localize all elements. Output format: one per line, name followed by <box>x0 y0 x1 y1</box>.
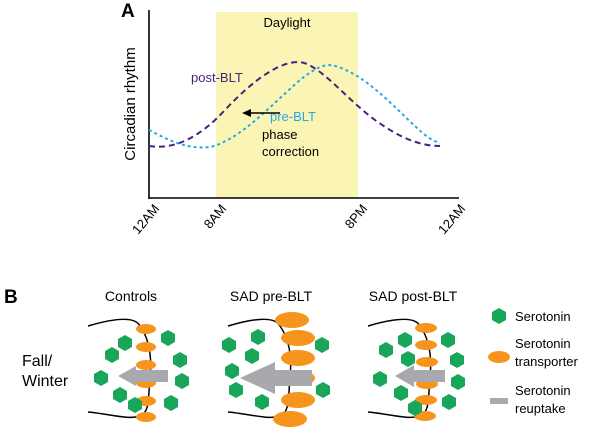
reuptake-arrow <box>118 366 168 386</box>
serotonin-transporter <box>273 411 307 427</box>
serotonin-molecule <box>394 385 408 401</box>
serotonin-molecule <box>175 373 189 389</box>
post-blt-label: post-BLT <box>191 70 243 85</box>
serotonin-molecule <box>245 348 259 364</box>
x-tick-label: 12AM <box>435 201 468 237</box>
serotonin-transporter <box>415 340 437 350</box>
serotonin-group <box>222 329 330 410</box>
pre-blt-label: pre-BLT <box>270 109 316 124</box>
serotonin-transporter <box>281 392 315 408</box>
post-blt-curve <box>148 60 441 148</box>
y-axis-label: Circadian rhythm <box>122 47 139 160</box>
serotonin-molecule <box>373 371 387 387</box>
reuptake-arrow <box>240 362 312 394</box>
serotonin-molecule <box>128 397 142 413</box>
legend-reuptake-label-1: Serotonin <box>515 383 571 398</box>
cell-sad-pre-blt <box>222 312 330 427</box>
panel-a-label: A <box>121 1 135 22</box>
serotonin-group <box>373 332 465 416</box>
legend-reuptake-label-2: reuptake <box>515 401 566 416</box>
serotonin-molecule <box>401 351 415 367</box>
legend-transporter-label-2: transporter <box>515 354 579 369</box>
panel-a: Daylight post-BLT pre-BLT phase correcti… <box>121 1 468 237</box>
serotonin-molecule <box>161 330 175 346</box>
row-label-winter: Winter <box>22 373 69 390</box>
serotonin-molecule <box>222 337 236 353</box>
column-title-controls: Controls <box>105 288 157 304</box>
serotonin-molecule <box>251 329 265 345</box>
cell-controls <box>87 318 189 422</box>
x-tick-label: 8AM <box>201 201 230 231</box>
serotonin-molecule <box>164 395 178 411</box>
panel-b: B Controls SAD pre-BLT SAD post-BLT Fall… <box>4 287 579 427</box>
serotonin-molecule <box>408 400 422 416</box>
serotonin-molecule <box>225 363 239 379</box>
legend-transporter-label-1: Serotonin <box>515 336 571 351</box>
row-label-fall: Fall/ <box>22 353 53 370</box>
serotonin-molecule <box>118 335 132 351</box>
serotonin-transporter <box>136 342 156 352</box>
reuptake-arrow <box>395 365 445 387</box>
serotonin-group <box>94 330 189 413</box>
serotonin-transporter <box>415 323 437 333</box>
serotonin-transporter <box>281 350 315 366</box>
pre-blt-curve <box>148 64 441 149</box>
phase-label: phase <box>262 127 297 142</box>
serotonin-molecule <box>105 347 119 363</box>
serotonin-transporter <box>136 360 156 370</box>
serotonin-molecule <box>441 332 455 348</box>
serotonin-transporter <box>275 312 309 328</box>
legend-serotonin-icon <box>492 308 506 324</box>
serotonin-molecule <box>113 387 127 403</box>
serotonin-molecule <box>173 352 187 368</box>
serotonin-molecule <box>450 352 464 368</box>
column-title-sad-pre: SAD pre-BLT <box>230 288 313 304</box>
serotonin-transporter <box>416 357 438 367</box>
cell-sad-post-blt <box>367 318 465 421</box>
serotonin-transporter <box>414 411 436 421</box>
serotonin-transporter <box>136 412 156 422</box>
serotonin-transporter <box>415 395 437 405</box>
serotonin-molecule <box>451 374 465 390</box>
legend: Serotonin Serotonin transporter Serotoni… <box>488 308 579 416</box>
x-tick-label: 8PM <box>342 201 371 231</box>
phase-arrow-head <box>242 109 251 117</box>
serotonin-transporter <box>281 330 315 346</box>
correction-label: correction <box>262 144 319 159</box>
serotonin-molecule <box>379 342 393 358</box>
legend-reuptake-icon <box>490 398 508 404</box>
serotonin-molecule <box>255 394 269 410</box>
daylight-band <box>216 12 358 198</box>
legend-serotonin-label: Serotonin <box>515 309 571 324</box>
panel-b-label: B <box>4 287 18 308</box>
serotonin-transporter <box>136 324 156 334</box>
x-tick-label: 12AM <box>129 201 162 237</box>
column-title-sad-post: SAD post-BLT <box>369 288 458 304</box>
serotonin-molecule <box>229 382 243 398</box>
legend-transporter-icon <box>488 351 510 363</box>
serotonin-molecule <box>94 370 108 386</box>
serotonin-molecule <box>315 337 329 353</box>
serotonin-molecule <box>442 394 456 410</box>
daylight-label: Daylight <box>264 15 311 30</box>
serotonin-molecule <box>398 332 412 348</box>
serotonin-molecule <box>316 382 330 398</box>
